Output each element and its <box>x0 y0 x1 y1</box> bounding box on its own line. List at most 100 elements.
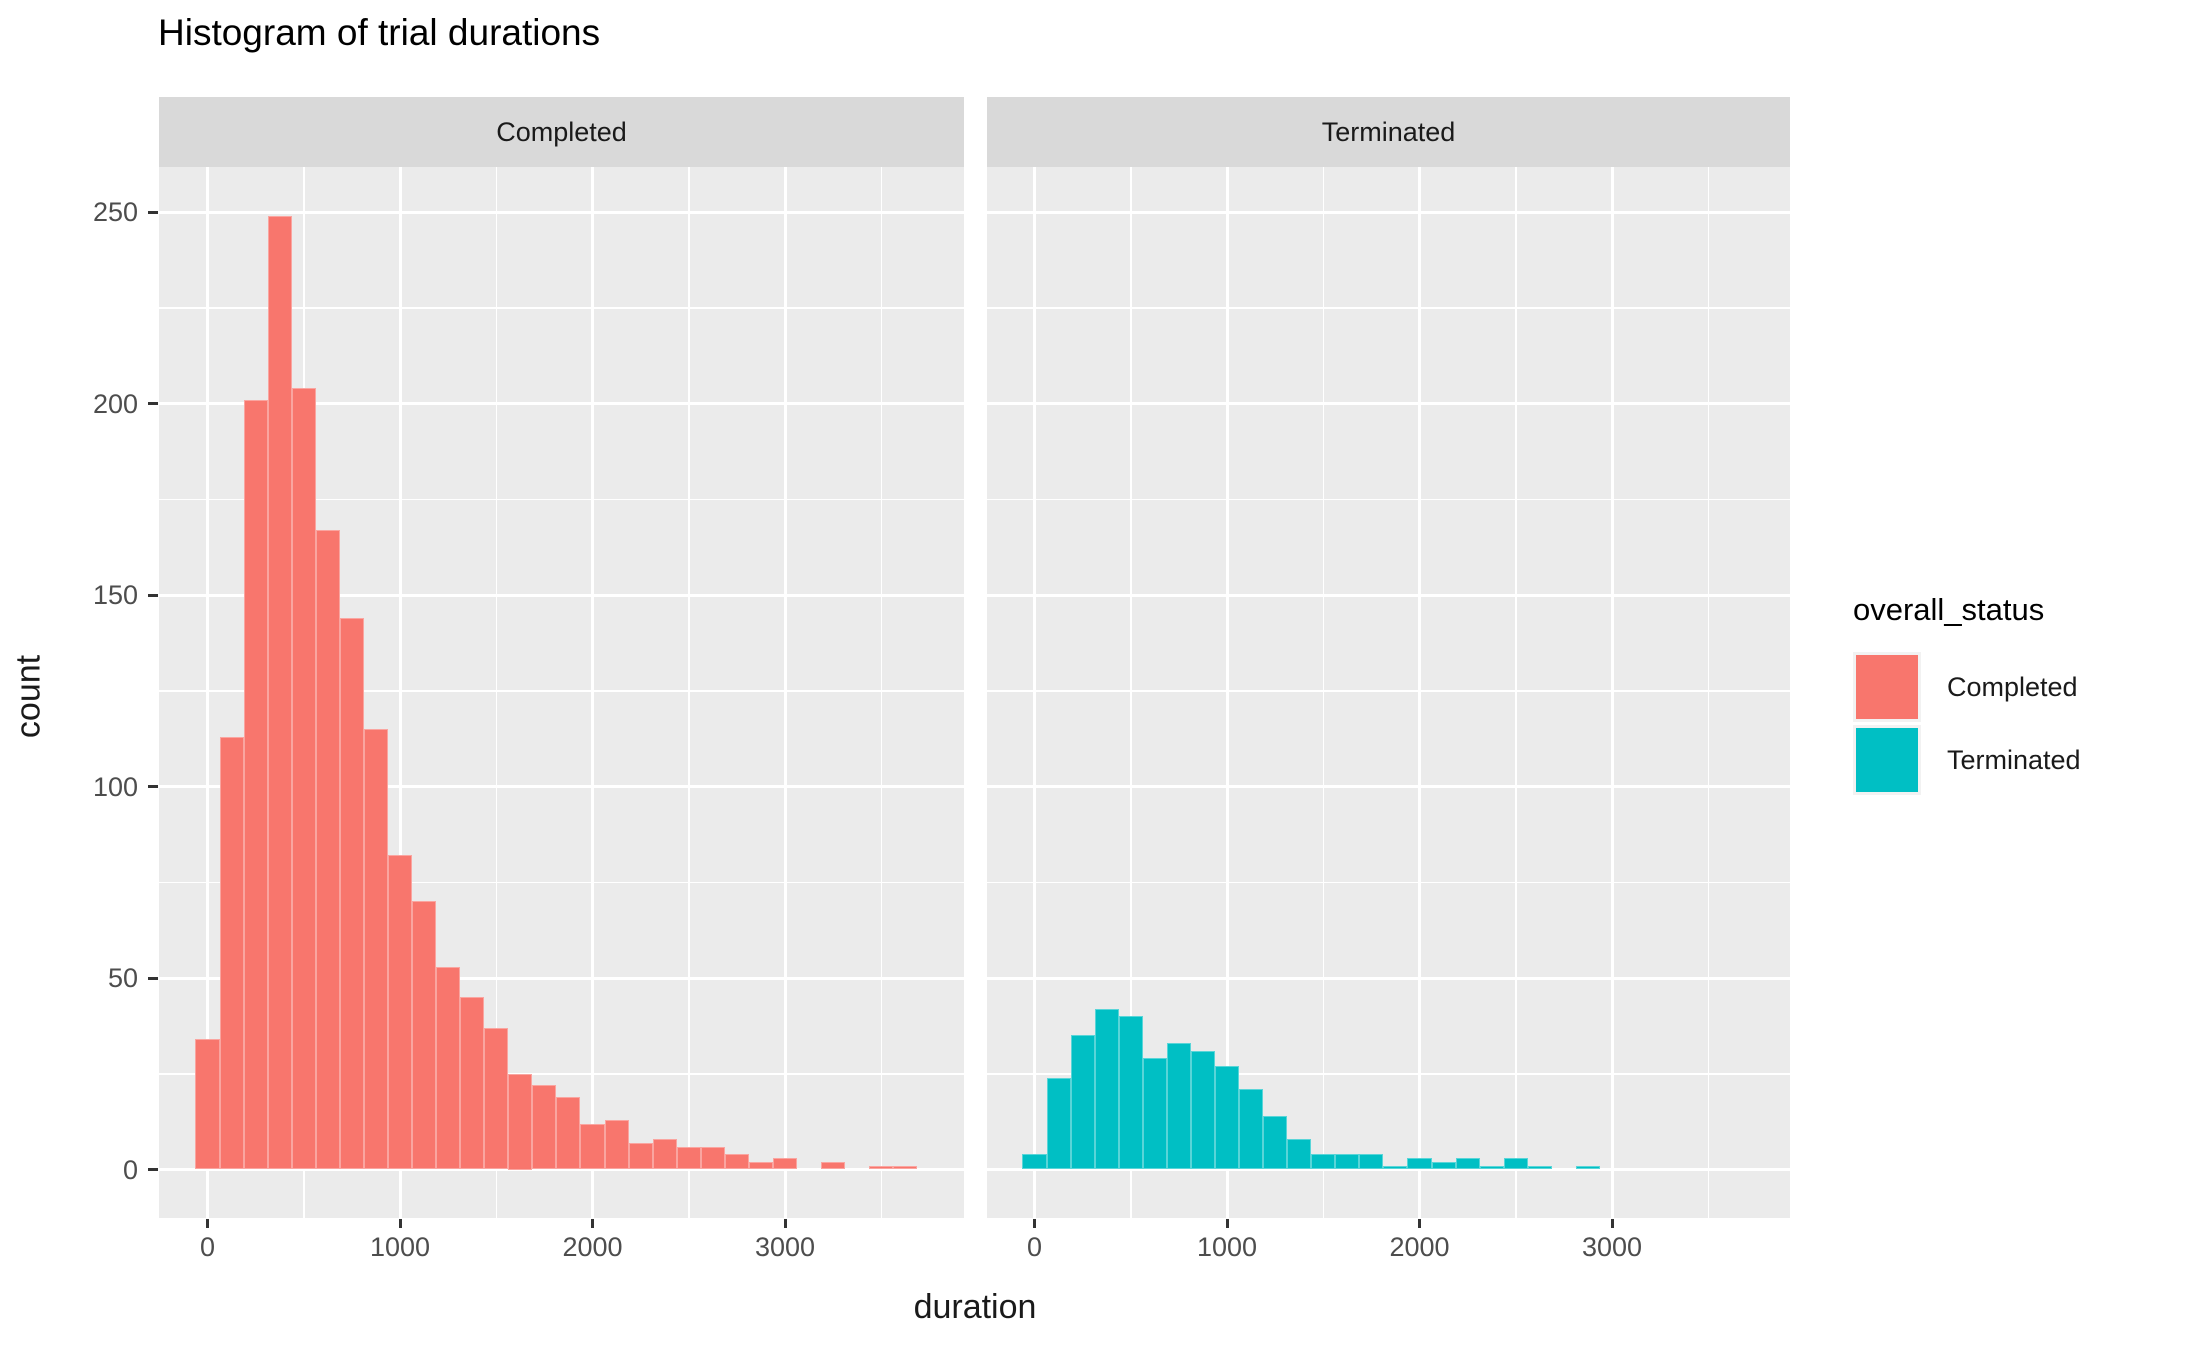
y-tick-mark <box>148 976 158 980</box>
bar-completed-2875 <box>748 1161 773 1170</box>
x-tick-mark <box>1033 1219 1036 1228</box>
x-tick-label: 0 <box>199 1232 216 1262</box>
x-minor-gridline <box>1130 167 1132 1218</box>
bar-terminated-500 <box>1118 1016 1143 1170</box>
bar-completed-2375 <box>652 1138 677 1170</box>
bar-terminated-875 <box>1190 1050 1215 1170</box>
y-minor-gridline <box>159 1073 964 1075</box>
bar-completed-875 <box>363 729 388 1170</box>
legend-label-terminated: Terminated <box>1947 744 2081 775</box>
bar-completed-3000 <box>772 1158 798 1170</box>
y-tick-mark <box>148 593 158 597</box>
x-tick-label: 2000 <box>1389 1232 1450 1262</box>
x-tick-label: 3000 <box>754 1232 816 1262</box>
bar-terminated-2375 <box>1479 1165 1504 1170</box>
x-major-gridline <box>1610 167 1614 1218</box>
x-major-gridline <box>206 167 209 1218</box>
y-tick-mark <box>148 402 158 405</box>
plot-title: Histogram of trial durations <box>158 12 601 53</box>
y-major-gridline <box>987 976 1790 980</box>
x-minor-gridline <box>1515 167 1517 1218</box>
y-tick-label: 50 <box>107 963 138 993</box>
bar-completed-1375 <box>460 997 485 1170</box>
legend-item-completed: Completed <box>1853 652 2081 722</box>
y-major-gridline <box>987 1168 1790 1171</box>
legend-swatch-terminated <box>1856 728 1918 792</box>
x-major-gridline <box>1033 167 1036 1218</box>
bar-terminated-1125 <box>1239 1089 1264 1170</box>
y-major-gridline <box>159 402 964 405</box>
bar-completed-2125 <box>604 1119 629 1170</box>
panel-completed <box>159 167 964 1218</box>
bar-completed-1875 <box>556 1096 581 1170</box>
bar-terminated-2000 <box>1407 1158 1432 1170</box>
x-minor-gridline <box>1322 167 1324 1218</box>
y-tick-label: 250 <box>92 197 138 227</box>
x-major-gridline <box>591 167 594 1218</box>
bar-terminated-125 <box>1046 1077 1071 1170</box>
y-minor-gridline <box>987 690 1790 692</box>
bar-terminated-2875 <box>1575 1165 1600 1170</box>
bar-completed-250 <box>243 399 268 1170</box>
x-minor-gridline <box>1707 167 1709 1218</box>
y-minor-gridline <box>987 881 1790 883</box>
x-tick-mark <box>398 1219 402 1228</box>
y-minor-gridline <box>159 498 964 500</box>
y-major-gridline <box>159 1168 964 1171</box>
bar-terminated-750 <box>1166 1043 1191 1170</box>
x-tick-mark <box>1225 1219 1229 1228</box>
bar-completed-0 <box>195 1039 220 1170</box>
panel-terminated <box>987 167 1790 1218</box>
y-tick-label: 200 <box>92 388 138 419</box>
bar-completed-3625 <box>893 1165 918 1170</box>
x-tick-mark <box>1418 1219 1421 1228</box>
legend-title: overall_status <box>1853 592 2045 627</box>
y-major-gridline <box>987 402 1790 405</box>
bar-terminated-1250 <box>1263 1115 1288 1170</box>
bar-completed-2000 <box>580 1123 605 1170</box>
bar-completed-1750 <box>532 1085 557 1170</box>
legend-key <box>1853 652 1921 722</box>
bar-terminated-1375 <box>1287 1138 1312 1170</box>
y-minor-gridline <box>159 881 964 883</box>
x-tick-label: 2000 <box>562 1232 623 1262</box>
bar-terminated-2625 <box>1527 1165 1552 1170</box>
y-major-gridline <box>159 785 964 788</box>
x-major-gridline <box>783 167 787 1218</box>
bar-completed-2625 <box>700 1146 725 1170</box>
y-tick-label: 150 <box>92 580 138 610</box>
y-minor-gridline <box>159 690 964 692</box>
bar-completed-1500 <box>484 1027 509 1170</box>
x-tick-mark <box>1610 1219 1614 1228</box>
y-major-gridline <box>159 210 964 214</box>
x-major-gridline <box>1225 167 1229 1218</box>
bar-completed-2750 <box>724 1154 749 1170</box>
legend-label-completed: Completed <box>1947 671 2078 702</box>
bar-completed-1000 <box>387 855 413 1170</box>
bar-terminated-2125 <box>1431 1161 1456 1170</box>
facet-strip-completed: Completed <box>159 97 964 167</box>
x-minor-gridline <box>688 167 690 1218</box>
bar-terminated-2500 <box>1503 1158 1528 1170</box>
legend-item-terminated: Terminated <box>1853 725 2081 795</box>
x-tick-mark <box>783 1219 787 1228</box>
x-tick-label: 0 <box>1026 1232 1043 1262</box>
bar-terminated-1875 <box>1383 1165 1408 1170</box>
legend-key <box>1853 725 1921 795</box>
y-minor-gridline <box>159 307 964 309</box>
x-tick-label: 1000 <box>369 1232 431 1262</box>
y-major-gridline <box>987 593 1790 597</box>
x-tick-label: 3000 <box>1581 1232 1643 1262</box>
y-minor-gridline <box>987 307 1790 309</box>
bar-completed-1125 <box>412 901 437 1170</box>
y-tick-mark <box>148 785 158 788</box>
y-major-gridline <box>159 976 964 980</box>
bar-completed-3250 <box>821 1161 846 1170</box>
facet-strip-label-terminated: Terminated <box>1321 116 1456 147</box>
x-major-gridline <box>398 167 402 1218</box>
x-tick-label: 1000 <box>1196 1232 1258 1262</box>
legend: overall_status Completed Terminated <box>1853 592 2081 795</box>
bar-completed-750 <box>339 617 364 1170</box>
bar-terminated-0 <box>1022 1154 1047 1170</box>
